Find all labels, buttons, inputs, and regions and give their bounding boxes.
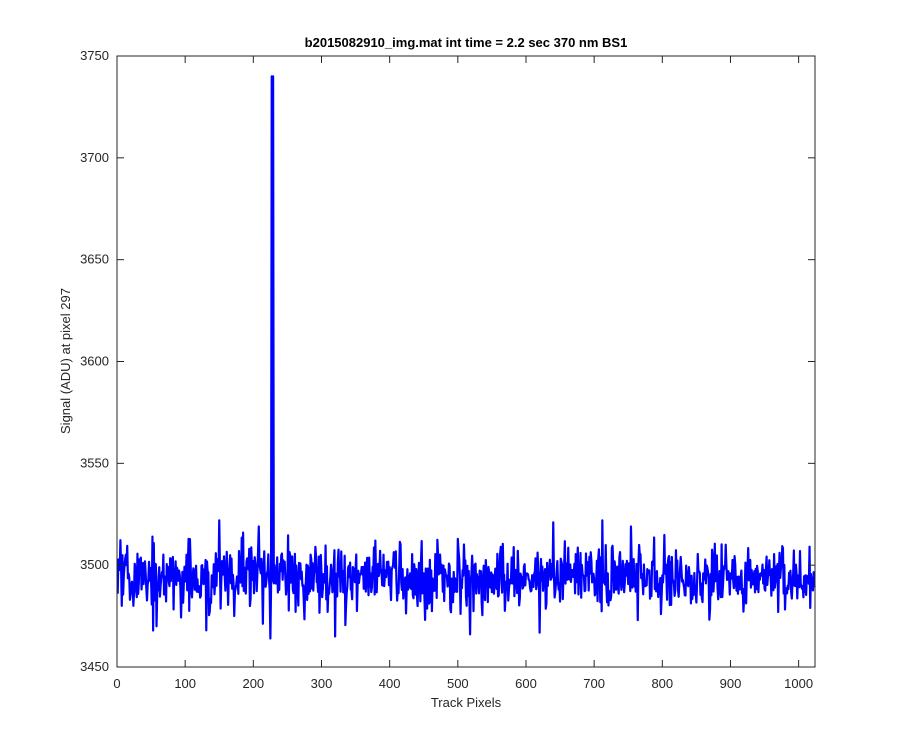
x-tick-label: 100 [174,676,196,691]
x-tick-label: 500 [447,676,469,691]
x-tick-label: 400 [379,676,401,691]
x-tick-label: 300 [311,676,333,691]
x-tick-label: 700 [583,676,605,691]
x-tick-label: 0 [113,676,120,691]
y-tick-label: 3700 [80,150,109,165]
series-line-0 [116,75,816,640]
y-axis-ticks: 3450 3500 3550 3600 3650 3700 3750 [80,48,815,674]
y-tick-label: 3550 [80,455,109,470]
x-tick-label: 900 [720,676,742,691]
x-tick-label: 600 [515,676,537,691]
y-tick-label: 3450 [80,659,109,674]
x-tick-label: 1000 [784,676,813,691]
x-axis-label: Track Pixels [431,695,502,710]
y-axis-label: Signal (ADU) at pixel 297 [58,288,73,434]
x-tick-label: 200 [242,676,264,691]
x-tick-label: 800 [651,676,673,691]
y-tick-label: 3600 [80,354,109,369]
series-layer [116,75,816,640]
chart-title: b2015082910_img.mat int time = 2.2 sec 3… [305,35,628,50]
y-tick-label: 3750 [80,48,109,63]
x-axis-ticks: 0 100 200 300 400 500 600 700 800 900 1000 [113,56,813,691]
y-tick-label: 3650 [80,252,109,267]
y-tick-label: 3500 [80,557,109,572]
